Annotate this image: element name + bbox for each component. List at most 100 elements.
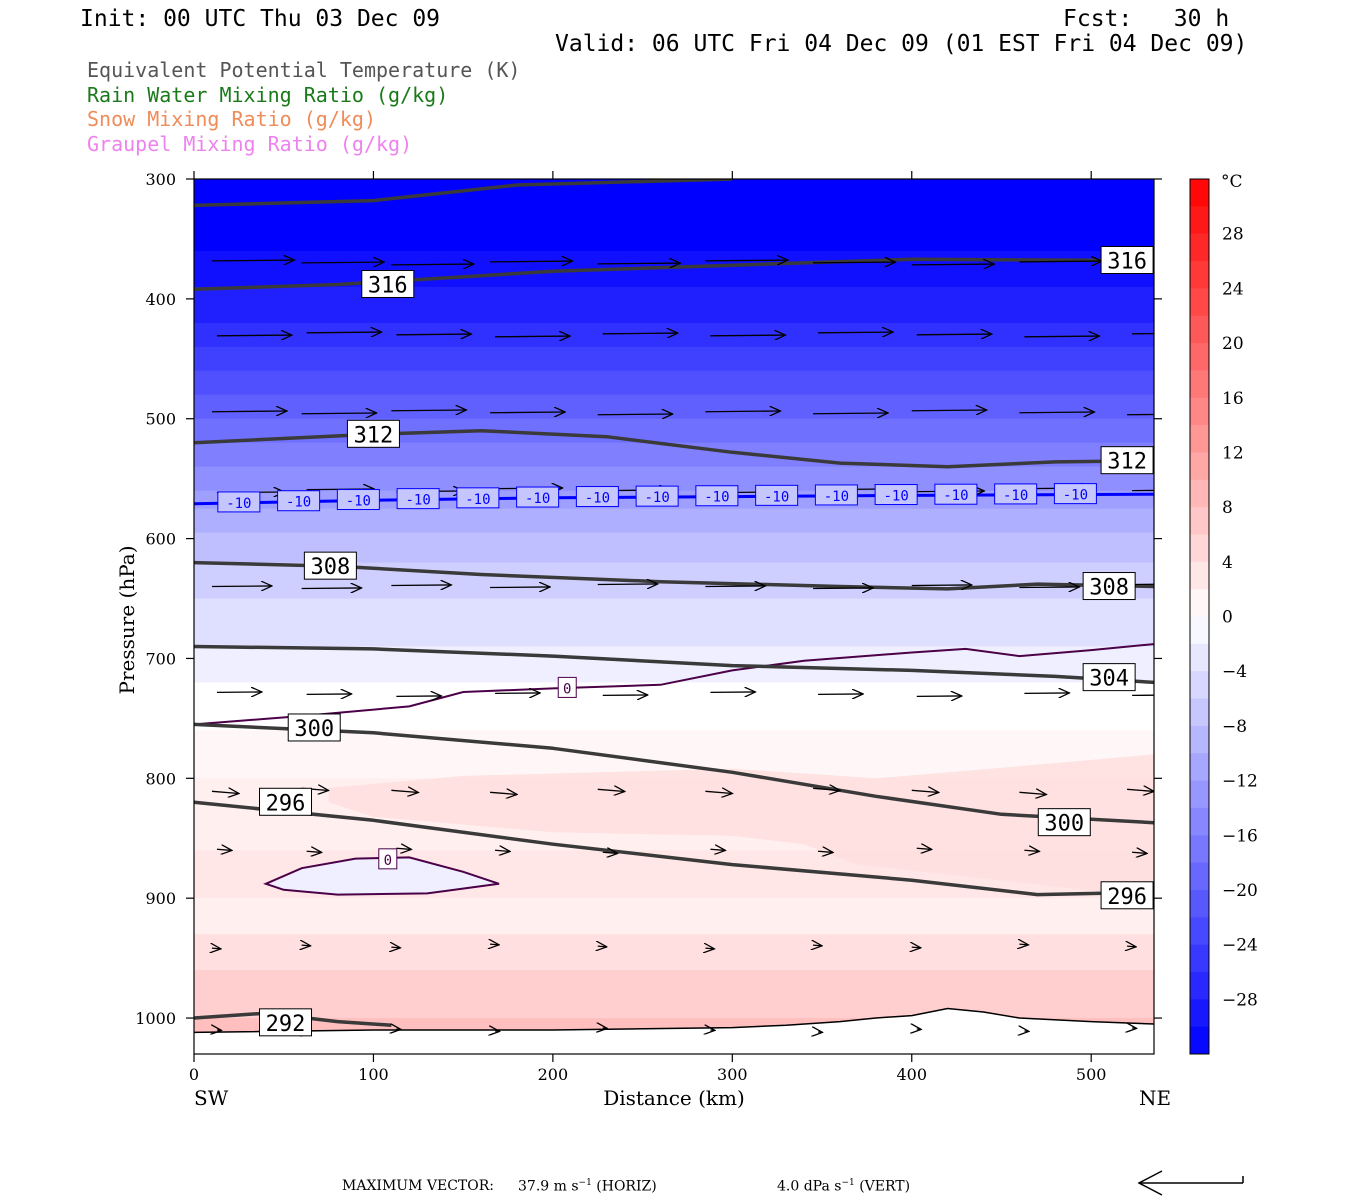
wind-vector <box>597 789 625 791</box>
isotherm-label-box <box>516 486 560 508</box>
field-snow-label: Snow Mixing Ratio (g/kg) <box>87 107 376 131</box>
colorbar-tick-label: 4 <box>1222 553 1233 573</box>
colorbar-frame <box>1189 178 1210 1055</box>
temperature-band <box>194 970 1154 1019</box>
isotherm-zero-text: 0 <box>563 681 571 697</box>
theta-e-label: 292 <box>259 1008 313 1037</box>
field-graupel-label: Graupel Mixing Ratio (g/kg) <box>87 132 413 156</box>
wind-vector <box>211 586 272 587</box>
temperature-band <box>194 370 1154 396</box>
isotherm-label: -10 <box>277 490 321 512</box>
isotherm-label-box <box>336 489 380 511</box>
isotherm-label-box <box>575 486 619 508</box>
y-tick-label: 900 <box>145 889 176 908</box>
wind-vector <box>212 948 221 949</box>
wind-vector <box>813 945 822 946</box>
wind-vector <box>301 588 362 589</box>
theta-e-label-text: 312 <box>354 423 394 448</box>
plot-frame <box>193 178 1155 1055</box>
temperature-band <box>194 286 1154 324</box>
colorbar-tick-label: 28 <box>1222 225 1244 245</box>
temperature-band <box>194 179 1154 216</box>
theta-e-label-box <box>1037 808 1091 837</box>
colorbar-tick-label: −16 <box>1222 826 1258 846</box>
isotherm-label: -10 <box>516 486 560 508</box>
isotherm-label-text: -10 <box>644 490 669 506</box>
colorbar-swatch <box>1190 862 1209 891</box>
isotherm-label: -10 <box>874 484 918 506</box>
wind-vector <box>391 790 418 792</box>
colorbar-swatch <box>1190 917 1209 946</box>
theta-e-label: 296 <box>259 787 313 816</box>
forecast-hour: Fcst: 30 h <box>1063 6 1230 32</box>
isotherm-label-text: -10 <box>346 494 371 510</box>
temperature-band <box>194 250 1154 288</box>
isotherm-zero-label: 0 <box>557 676 577 698</box>
wind-vector <box>1127 413 1154 416</box>
valid-time: Valid: 06 UTC Fri 04 Dec 09 (01 EST Fri … <box>555 31 1248 57</box>
y-tick-label: 700 <box>145 649 176 668</box>
colorbar-tick-label: 24 <box>1222 279 1244 299</box>
isotherm-label-box <box>934 483 978 505</box>
field-rain-label: Rain Water Mixing Ratio (g/kg) <box>87 83 449 107</box>
wind-vector <box>1019 587 1079 588</box>
isotherm-label: -10 <box>575 486 619 508</box>
theta-e-label: 300 <box>287 713 341 742</box>
wind-vector <box>1019 792 1046 794</box>
colorbar-swatch <box>1190 780 1209 809</box>
wind-vector <box>391 947 400 948</box>
max-vector-arrow-head <box>1137 1170 1163 1196</box>
isotherm-label-box <box>217 491 261 513</box>
wind-vector <box>301 413 377 414</box>
wind-vector <box>302 945 311 946</box>
wind-vector <box>391 585 451 586</box>
colorbar-swatch <box>1190 288 1209 317</box>
colorbar-swatch <box>1190 206 1209 235</box>
colorbar-swatch <box>1190 944 1209 973</box>
isotherm-zero-box <box>557 676 577 698</box>
theta-e-label-text: 304 <box>1089 667 1129 692</box>
y-tick-label: 300 <box>145 170 176 189</box>
wind-vector <box>813 413 888 414</box>
isotherm-label-box <box>814 484 858 506</box>
theta-e-label-box <box>303 551 357 580</box>
max-vector-horiz-value: 37.9 m s <box>518 1178 579 1195</box>
wind-vector <box>490 587 550 588</box>
wind-vector <box>911 264 995 265</box>
isotherm-label-box <box>396 488 440 510</box>
y-tick-label: 500 <box>145 410 176 429</box>
isotherm-label-text: -10 <box>465 492 490 508</box>
axes: 300 400 500 600 700 800 900 1000 0 100 200 300 400 50… <box>135 170 1162 1084</box>
theta-e-line <box>194 560 1154 591</box>
theta-e-line <box>194 800 1154 897</box>
x-tick-label: 300 <box>717 1065 748 1084</box>
y-axis-label: Pressure (hPa) <box>115 546 139 695</box>
wind-vector <box>598 946 607 947</box>
colorbar-swatch <box>1190 807 1209 836</box>
wind-vector <box>710 849 725 850</box>
temperature-shading <box>194 179 1154 1054</box>
wind-vector <box>1024 336 1099 337</box>
colorbar: 28 24 20 16 12 8 4 0 −4 −8 −12 −16 −20 −24 −28 <box>1189 178 1258 1055</box>
isotherm-label: -10 <box>755 484 799 506</box>
isotherm-label-box <box>755 484 799 506</box>
wind-vector <box>710 335 785 336</box>
theta-e-label: 312 <box>1100 446 1154 475</box>
isotherm-label-box <box>1053 483 1097 505</box>
temperature-band <box>194 394 1154 420</box>
colorbar-tick-label: −28 <box>1222 990 1258 1010</box>
theta-e-line <box>194 179 733 208</box>
max-vector-vert-value: 4.0 dPa s <box>777 1178 842 1195</box>
wind-vector <box>396 334 471 335</box>
theta-e-label: 316 <box>361 269 415 298</box>
wind-vector <box>1019 944 1028 945</box>
theta-e-label-box <box>259 1008 313 1037</box>
theta-e-label-box <box>1100 246 1154 275</box>
x-tick-label: 100 <box>358 1065 389 1084</box>
wind-vector <box>916 334 992 335</box>
temperature-band <box>194 346 1154 372</box>
wind-vector <box>306 332 382 333</box>
wind-vector <box>391 264 474 265</box>
wind-vector <box>391 410 466 411</box>
